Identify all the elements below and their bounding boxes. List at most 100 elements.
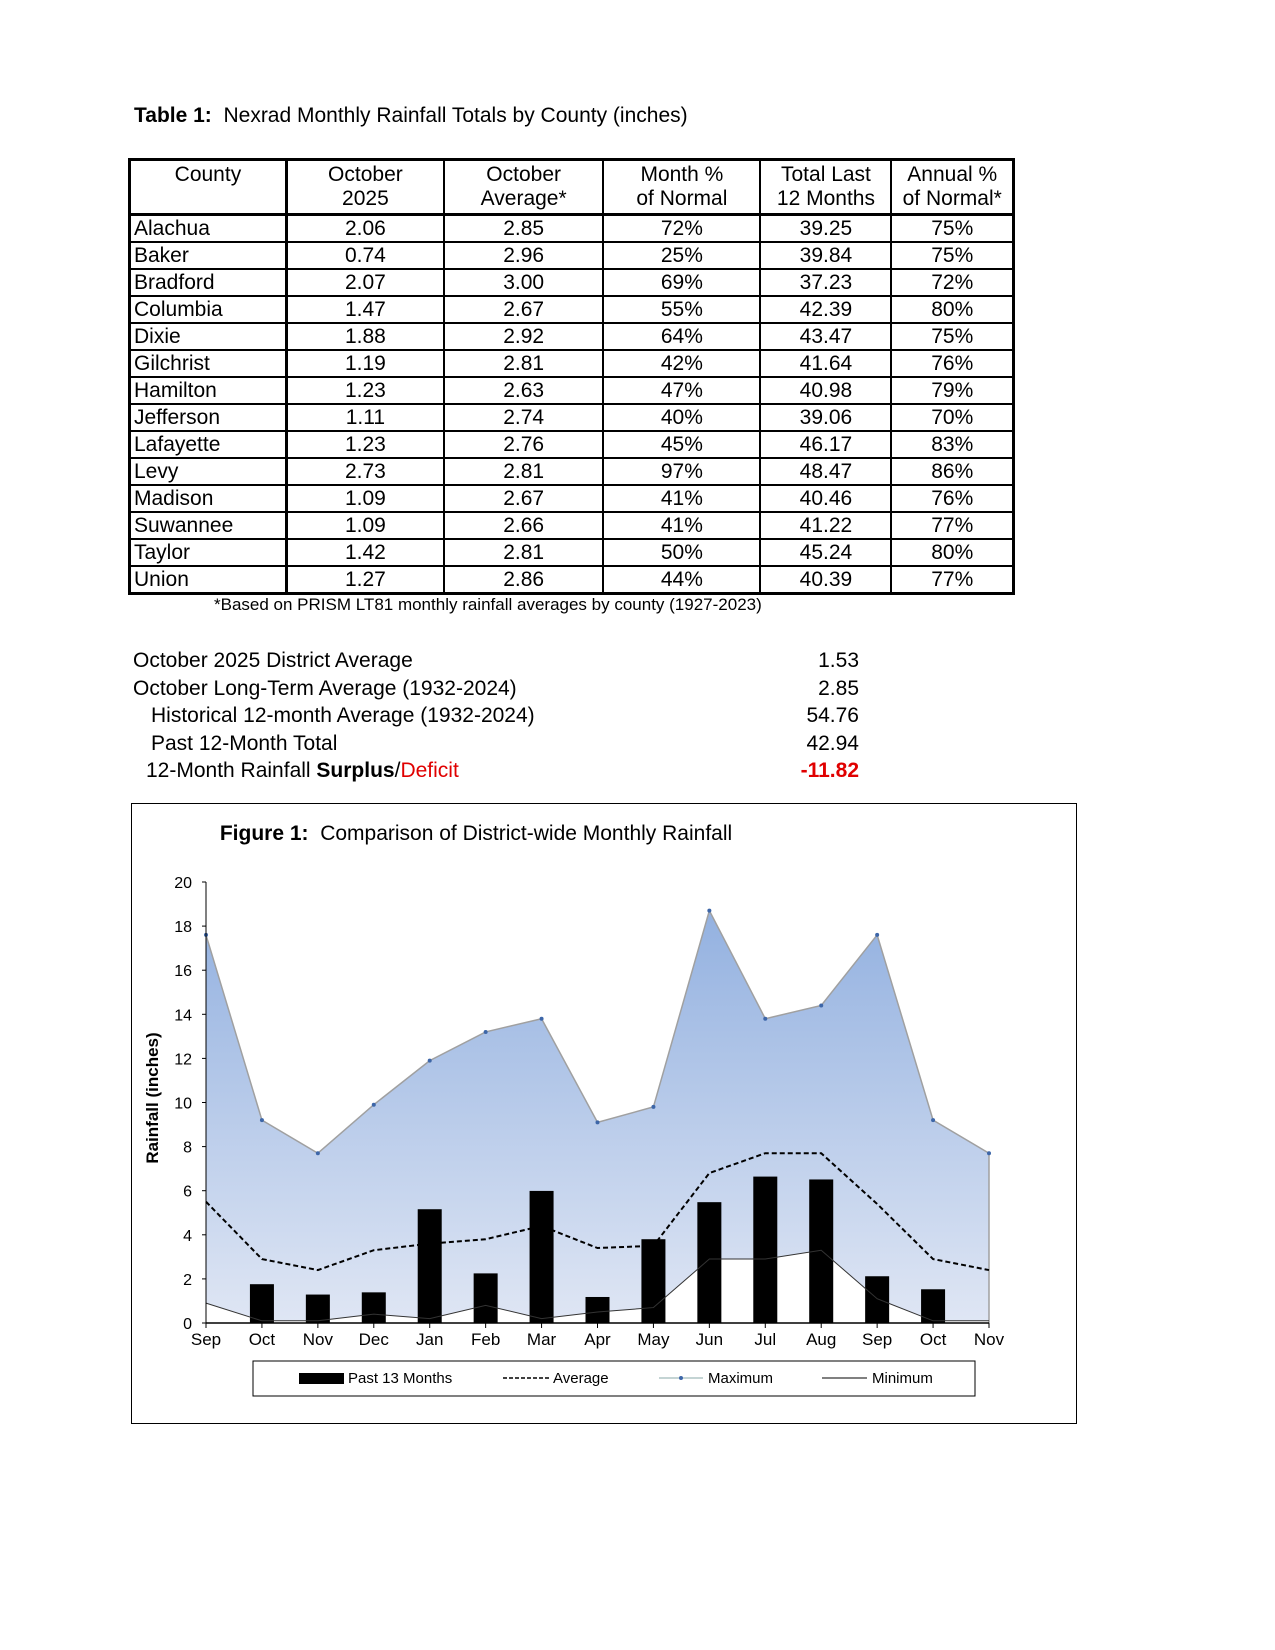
rainfall-table: County October 2025 October Average* Month %… (128, 158, 1015, 595)
value-cell: 86% (890, 457, 1015, 486)
county-cell: Dixie (128, 322, 288, 351)
table-body: Alachua 2.06 2.85 72% 39.25 75% Baker 0.74 2.96 2… (128, 213, 1015, 595)
table-row: Union 1.27 2.86 44% 40.39 77% (128, 565, 1015, 595)
summary-label: October Long-Term Average (1932-2024) (133, 676, 517, 700)
legend-label: Maximum (708, 1370, 773, 1387)
value-cell: 97% (602, 457, 762, 486)
y-tick-label: 16 (174, 963, 192, 980)
value-cell: 40.39 (759, 565, 893, 595)
summary-row: October Long-Term Average (1932-2024) 2.8… (133, 675, 863, 703)
value-cell: 80% (890, 295, 1015, 324)
x-tick-label: Feb (471, 1330, 500, 1349)
county-cell: Union (128, 565, 288, 595)
value-cell: 41.64 (759, 349, 893, 378)
summary-value: 2.85 (818, 676, 859, 700)
x-tick-label: Aug (806, 1330, 836, 1349)
maximum-marker (819, 1003, 824, 1008)
county-cell: Jefferson (128, 403, 288, 432)
value-cell: 2.66 (442, 511, 605, 540)
table-row: Taylor 1.42 2.81 50% 45.24 80% (128, 538, 1015, 567)
value-cell: 39.06 (759, 403, 893, 432)
value-cell: 64% (602, 322, 762, 351)
value-cell: 72% (890, 268, 1015, 297)
legend-label: Average (553, 1370, 609, 1387)
average-line (205, 1152, 990, 1272)
bar-past-13-months (865, 1276, 890, 1323)
x-tick-label: Jun (696, 1330, 723, 1349)
maximum-marker (875, 932, 880, 937)
maximum-marker (483, 1029, 488, 1034)
y-tick-label: 18 (174, 919, 192, 936)
value-cell: 1.09 (285, 511, 445, 540)
value-cell: 77% (890, 511, 1015, 540)
x-tick-label: Sep (862, 1330, 892, 1349)
maximum-marker (539, 1016, 544, 1021)
value-cell: 41% (602, 484, 762, 513)
summary-label: Past 12-Month Total (151, 731, 338, 755)
bar-past-13-months (585, 1296, 610, 1323)
x-tick-label: Apr (584, 1330, 611, 1349)
value-cell: 2.63 (442, 376, 605, 405)
county-cell: Hamilton (128, 376, 288, 405)
column-header: Month % of Normal (602, 158, 762, 216)
county-cell: Lafayette (128, 430, 288, 459)
min-max-band (206, 910, 989, 1321)
value-cell: 25% (602, 241, 762, 270)
summary-value: 1.53 (818, 649, 859, 672)
y-axis-label: Rainfall (inches) (143, 1032, 162, 1163)
county-cell: Bradford (128, 268, 288, 297)
surplus-word: Surplus (316, 759, 395, 782)
value-cell: 47% (602, 376, 762, 405)
value-cell: 72% (602, 213, 762, 243)
value-cell: 75% (890, 241, 1015, 270)
table-row: Suwannee 1.09 2.66 41% 41.22 77% (128, 511, 1015, 540)
table-row: Gilchrist 1.19 2.81 42% 41.64 76% (128, 349, 1015, 378)
county-cell: Suwannee (128, 511, 288, 540)
value-cell: 2.96 (442, 241, 605, 270)
summary-row: October 2025 District Average 1.53 (133, 647, 863, 675)
value-cell: 79% (890, 376, 1015, 405)
summary-label: 12-Month Rainfall (146, 759, 317, 782)
bar-past-13-months (473, 1273, 498, 1323)
value-cell: 40% (602, 403, 762, 432)
value-cell: 50% (602, 538, 762, 567)
table-row: Alachua 2.06 2.85 72% 39.25 75% (128, 213, 1015, 243)
value-cell: 40.46 (759, 484, 893, 513)
table-caption: Table 1: Nexrad Monthly Rainfall Totals … (134, 104, 688, 128)
caption-text: Nexrad Monthly Rainfall Totals by County… (223, 104, 688, 127)
table-row: Jefferson 1.11 2.74 40% 39.06 70% (128, 403, 1015, 432)
legend-label: Past 13 Months (348, 1370, 452, 1387)
county-cell: Alachua (128, 213, 288, 243)
table-row: Hamilton 1.23 2.63 47% 40.98 79% (128, 376, 1015, 405)
chart-title-text: Comparison of District-wide Monthly Rain… (320, 822, 733, 845)
value-cell: 2.81 (442, 349, 605, 378)
value-cell: 1.09 (285, 484, 445, 513)
county-cell: Gilchrist (128, 349, 288, 378)
legend-marker-maximum (679, 1376, 683, 1380)
value-cell: 2.06 (285, 213, 445, 243)
x-tick-label: May (637, 1330, 670, 1349)
maximum-marker (707, 908, 712, 913)
county-cell: Taylor (128, 538, 288, 567)
value-cell: 2.73 (285, 457, 445, 486)
column-header: October 2025 (285, 158, 445, 216)
value-cell: 46.17 (759, 430, 893, 459)
minimum-line (205, 1249, 989, 1322)
value-cell: 83% (890, 430, 1015, 459)
summary-label: Historical 12-month Average (1932-2024) (151, 704, 535, 727)
figure-frame (131, 803, 1077, 1424)
x-tick-label: Oct (920, 1330, 947, 1349)
table-row: Dixie 1.88 2.92 64% 43.47 75% (128, 322, 1015, 351)
value-cell: 1.47 (285, 295, 445, 324)
maximum-marker (371, 1102, 376, 1107)
x-tick-label: Dec (359, 1330, 390, 1349)
county-cell: Madison (128, 484, 288, 513)
deficit-word: Deficit (400, 759, 459, 782)
value-cell: 42% (602, 349, 762, 378)
slash: / (394, 759, 401, 782)
summary-label: October 2025 District Average (133, 649, 413, 672)
table-row: Lafayette 1.23 2.76 45% 46.17 83% (128, 430, 1015, 459)
value-cell: 1.88 (285, 322, 445, 351)
column-header: Total Last 12 Months (759, 158, 893, 216)
